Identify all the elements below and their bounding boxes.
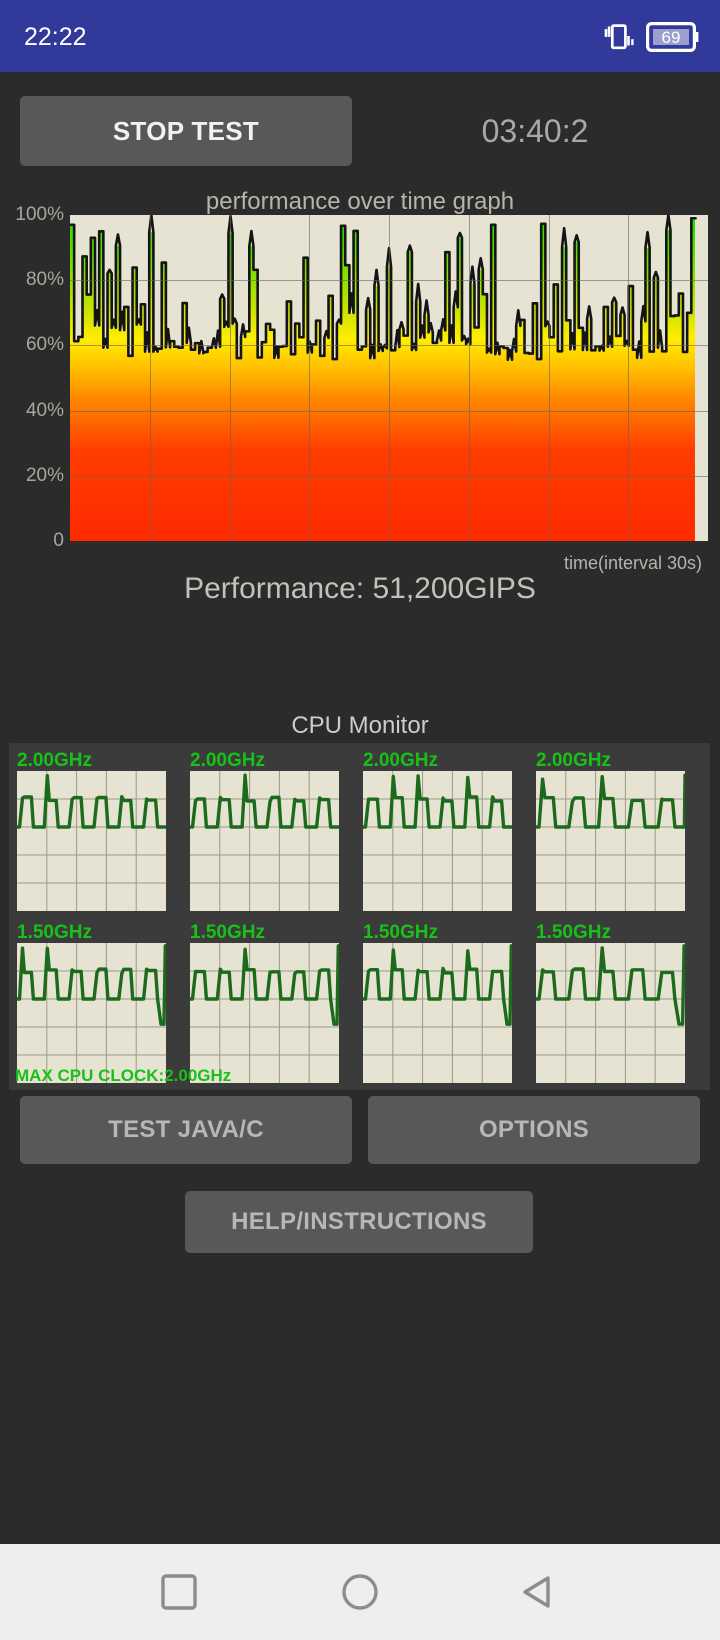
svg-text:69: 69 [662,28,681,47]
